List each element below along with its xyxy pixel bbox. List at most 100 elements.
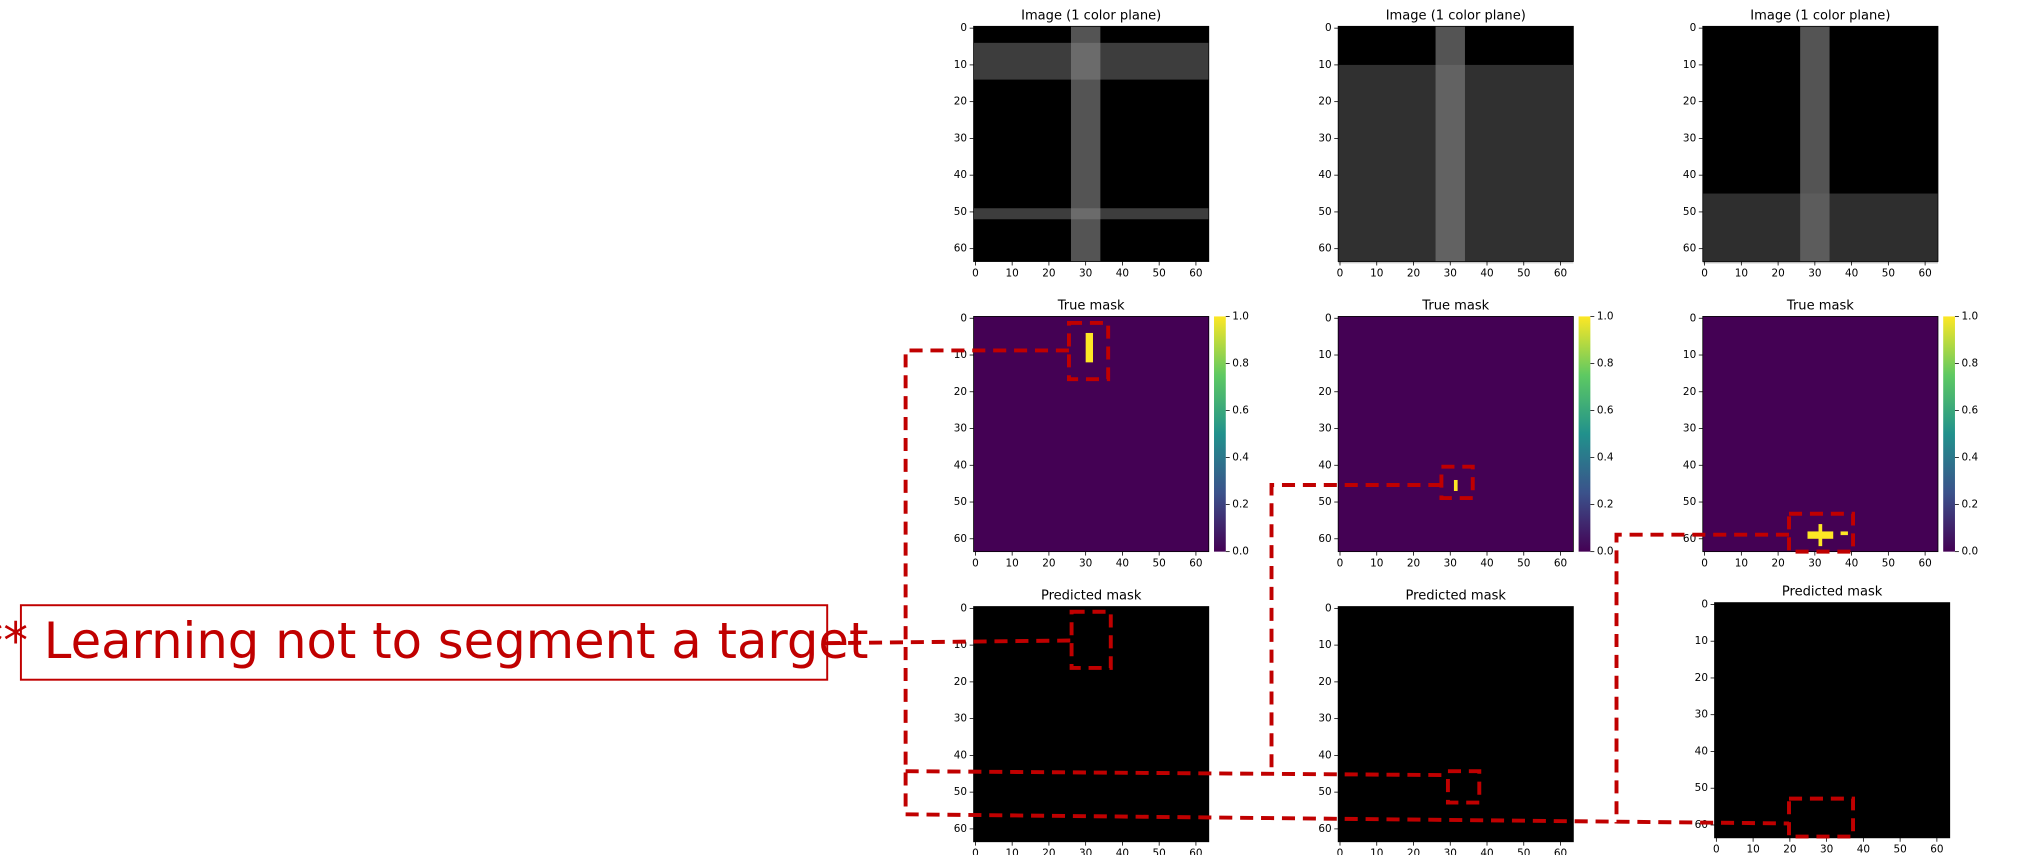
colorbar [1214, 316, 1226, 552]
colorbar-tick-label: 0.4 [1962, 452, 1979, 464]
panel-image [1702, 26, 1938, 262]
x-tick-label: 40 [1116, 848, 1129, 855]
y-tick-label: 30 [1318, 132, 1331, 144]
x-tick-label: 20 [1783, 844, 1796, 855]
x-tick-label: 0 [972, 557, 979, 569]
y-tick-label: 40 [954, 169, 967, 181]
y-tick-label: 50 [1318, 206, 1331, 218]
x-tick-label: 0 [1337, 848, 1344, 855]
panel-frame [1337, 606, 1574, 843]
panel-title: Image (1 color plane) [1750, 8, 1890, 23]
y-tick-label: 0 [960, 22, 967, 34]
y-tick-label: 40 [1695, 745, 1708, 757]
connector [1614, 532, 1790, 824]
x-tick-label: 60 [1554, 848, 1567, 855]
y-tick-label: 20 [1318, 676, 1331, 688]
y-tick-label: 40 [954, 749, 967, 761]
x-tick-label: 50 [1893, 844, 1906, 855]
y-tick-label: 20 [954, 676, 967, 688]
y-tick-label: 20 [1695, 672, 1708, 684]
colorbar-tick-label: 1.0 [1962, 310, 1979, 322]
x-tick-label: 20 [1771, 267, 1784, 279]
y-tick-label: 0 [960, 312, 967, 324]
y-tick-label: 40 [954, 459, 967, 471]
colorbar-tick-label: 0.2 [1597, 499, 1614, 511]
x-tick-label: 40 [1845, 267, 1858, 279]
colorbar-tick-label: 0.0 [1597, 546, 1614, 558]
x-tick-label: 30 [1444, 557, 1457, 569]
panel-frame [1702, 25, 1939, 262]
colorbar-tick-label: 0.2 [1962, 499, 1979, 511]
panel-frame [1337, 25, 1574, 262]
y-tick-label: 20 [954, 96, 967, 108]
colorbar-tick-label: 0.2 [1232, 499, 1249, 511]
x-tick-label: 20 [1407, 267, 1420, 279]
x-tick-label: 30 [1808, 267, 1821, 279]
x-tick-label: 30 [1079, 557, 1092, 569]
annotations: ** Learning not to segment a target [0, 320, 1855, 839]
connector [905, 769, 1448, 778]
x-tick-label: 0 [1701, 557, 1708, 569]
y-tick-label: 40 [1683, 459, 1696, 471]
x-tick-label: 40 [1480, 557, 1493, 569]
vessel [1070, 26, 1101, 262]
y-tick-label: 0 [960, 602, 967, 614]
y-tick-label: 10 [954, 59, 967, 71]
x-tick-label: 40 [1116, 267, 1129, 279]
highlight-box [1445, 769, 1482, 805]
y-tick-label: 10 [1318, 349, 1331, 361]
y-tick-label: 30 [1695, 709, 1708, 721]
y-tick-label: 50 [1683, 206, 1696, 218]
x-tick-label: 60 [1930, 844, 1943, 855]
x-tick-label: 0 [972, 848, 979, 855]
x-tick-label: 10 [1746, 844, 1759, 855]
colorbar-tick-label: 0.6 [1232, 405, 1249, 417]
colorbar-tick-label: 0.4 [1597, 452, 1614, 464]
panel-image [1714, 602, 1950, 838]
x-tick-label: 60 [1554, 267, 1567, 279]
x-tick-label: 10 [1370, 557, 1383, 569]
band [973, 208, 1209, 220]
band [973, 42, 1209, 80]
panel-frame [973, 25, 1210, 262]
panel-image [1702, 316, 1938, 552]
x-tick-label: 40 [1480, 267, 1493, 279]
y-tick-label: 50 [954, 786, 967, 798]
y-tick-label: 50 [954, 496, 967, 508]
x-tick-label: 10 [1735, 557, 1748, 569]
highlight-box [1066, 320, 1111, 382]
x-tick-label: 50 [1517, 557, 1530, 569]
colorbar-tick-label: 0.6 [1962, 405, 1979, 417]
panel-title: Predicted mask [1041, 589, 1142, 604]
y-tick-label: 20 [954, 386, 967, 398]
x-tick-label: 0 [1337, 267, 1344, 279]
colorbar-tick-label: 0.0 [1232, 546, 1249, 558]
y-tick-label: 30 [1683, 423, 1696, 435]
x-tick-label: 30 [1820, 844, 1833, 855]
y-tick-label: 0 [1690, 312, 1697, 324]
y-tick-label: 50 [954, 206, 967, 218]
panel-image [1338, 316, 1574, 552]
x-tick-label: 60 [1189, 848, 1202, 855]
x-tick-label: 0 [1701, 267, 1708, 279]
x-tick-label: 30 [1444, 267, 1457, 279]
y-tick-label: 20 [1318, 386, 1331, 398]
x-tick-label: 30 [1808, 557, 1821, 569]
y-tick-label: 0 [1325, 602, 1332, 614]
panel-image [1338, 606, 1574, 842]
mask-pixel [1453, 479, 1458, 492]
y-tick-label: 30 [1683, 132, 1696, 144]
y-tick-label: 60 [1318, 243, 1331, 255]
x-tick-label: 10 [1370, 267, 1383, 279]
y-tick-label: 10 [1683, 59, 1696, 71]
y-tick-label: 50 [1695, 782, 1708, 794]
colorbar-tick-label: 1.0 [1597, 310, 1614, 322]
panel-image [1338, 26, 1574, 262]
x-tick-label: 10 [1006, 848, 1019, 855]
y-tick-label: 60 [1318, 823, 1331, 835]
panel-title: Predicted mask [1782, 585, 1883, 600]
highlight-box [1069, 609, 1113, 670]
highlight-box [1787, 796, 1855, 839]
y-tick-label: 10 [1695, 635, 1708, 647]
